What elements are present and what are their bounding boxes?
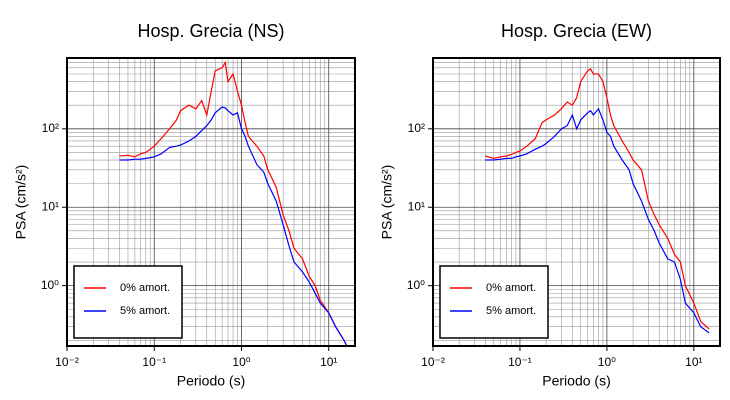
series-line xyxy=(485,107,710,334)
legend-box xyxy=(73,265,183,339)
y-tick-label: 10² xyxy=(42,121,59,135)
x-tick-label: 10⁰ xyxy=(232,355,250,369)
legend-label: 5% amort. xyxy=(486,305,536,317)
legend-label: 5% amort. xyxy=(120,305,170,317)
y-tick-label: 10² xyxy=(408,121,425,135)
y-tick-label: 10¹ xyxy=(42,199,59,213)
y-tick-label: 10⁰ xyxy=(407,278,425,292)
chart-title: Hosp. Grecia (NS) xyxy=(137,21,284,41)
x-tick-label: 10⁻² xyxy=(421,355,445,369)
series-line xyxy=(485,68,710,330)
series-line xyxy=(119,60,348,346)
y-tick-label: 10⁰ xyxy=(41,278,59,292)
x-axis-label: Periodo (s) xyxy=(177,373,245,389)
y-axis-label: PSA (cm/s²) xyxy=(379,165,395,240)
x-tick-label: 10⁻¹ xyxy=(142,355,166,369)
x-tick-label: 10⁻² xyxy=(55,355,79,369)
x-tick-label: 10⁻¹ xyxy=(508,355,532,369)
plot-frame xyxy=(432,57,721,347)
chart: Hosp. Grecia (NS) Periodo (s) PSA (cm/s²) 1… xyxy=(13,21,356,389)
y-axis-label: PSA (cm/s²) xyxy=(13,165,29,240)
chart: Hosp. Grecia (EW) Periodo (s) PSA (cm/s²) 1… xyxy=(379,21,721,389)
legend-label: 0% amort. xyxy=(486,282,536,294)
x-tick-label: 10¹ xyxy=(685,355,702,369)
x-tick-label: 10¹ xyxy=(320,355,337,369)
x-axis-label: Periodo (s) xyxy=(542,373,610,389)
chart-title: Hosp. Grecia (EW) xyxy=(501,21,652,41)
legend-box xyxy=(439,265,549,339)
plot-frame xyxy=(66,57,356,347)
y-tick-label: 10¹ xyxy=(408,199,425,213)
legend-label: 0% amort. xyxy=(120,282,170,294)
series-line xyxy=(119,106,348,346)
x-tick-label: 10⁰ xyxy=(598,355,616,369)
